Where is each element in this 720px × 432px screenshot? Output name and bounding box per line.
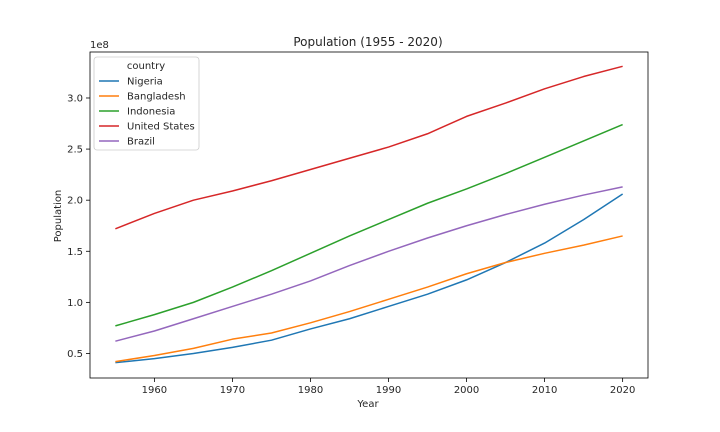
y-tick-label: 3.0 bbox=[67, 93, 83, 104]
plot-frame bbox=[89, 51, 649, 379]
x-tick-label: 2010 bbox=[532, 385, 557, 396]
series-line-united-states bbox=[115, 65, 623, 230]
chart-title: Population (1955 - 2020) bbox=[293, 35, 442, 49]
legend-box bbox=[93, 56, 200, 151]
y-axis: 0.5 1.0 1.5 2.0 2.5 3.0 bbox=[67, 93, 90, 360]
x-tick-label: 2020 bbox=[610, 385, 635, 396]
series-line-brazil bbox=[115, 186, 623, 342]
x-axis: 1960 1970 1980 1990 2000 2010 2020 bbox=[142, 378, 635, 396]
y-offset-label: 1e8 bbox=[90, 40, 109, 51]
legend-label: United States bbox=[127, 122, 195, 133]
legend-label: Brazil bbox=[127, 137, 155, 148]
series-layer bbox=[115, 65, 624, 364]
legend-title: country bbox=[127, 61, 165, 72]
legend-item-brazil: Brazil bbox=[99, 137, 155, 148]
x-tick-label: 1970 bbox=[220, 385, 245, 396]
series-line-indonesia bbox=[115, 123, 623, 327]
x-tick-label: 1990 bbox=[376, 385, 401, 396]
y-tick-label: 2.5 bbox=[67, 145, 83, 156]
y-tick-label: 2.0 bbox=[67, 196, 83, 207]
x-tick-label: 1980 bbox=[298, 385, 323, 396]
legend-label: Indonesia bbox=[127, 107, 175, 118]
x-tick-label: 1960 bbox=[142, 385, 167, 396]
y-axis-title: Population bbox=[53, 190, 64, 243]
y-tick-label: 1.5 bbox=[67, 247, 83, 258]
legend-label: Bangladesh bbox=[127, 92, 186, 103]
legend-item-indonesia: Indonesia bbox=[99, 107, 175, 118]
x-axis-title: Year bbox=[356, 399, 379, 410]
legend-item-bangladesh: Bangladesh bbox=[99, 92, 186, 103]
legend-item-nigeria: Nigeria bbox=[99, 77, 163, 88]
legend: country Nigeria Bangladesh Indonesia United… bbox=[93, 56, 200, 151]
y-tick-label: 1.0 bbox=[67, 298, 83, 309]
legend-items: Nigeria Bangladesh Indonesia United States B… bbox=[99, 77, 195, 148]
series-line-nigeria bbox=[115, 193, 624, 364]
legend-item-united-states: United States bbox=[99, 122, 195, 133]
x-tick-label: 2000 bbox=[454, 385, 479, 396]
y-tick-label: 0.5 bbox=[67, 349, 83, 360]
series-line-bangladesh bbox=[115, 235, 623, 363]
legend-label: Nigeria bbox=[127, 77, 163, 88]
